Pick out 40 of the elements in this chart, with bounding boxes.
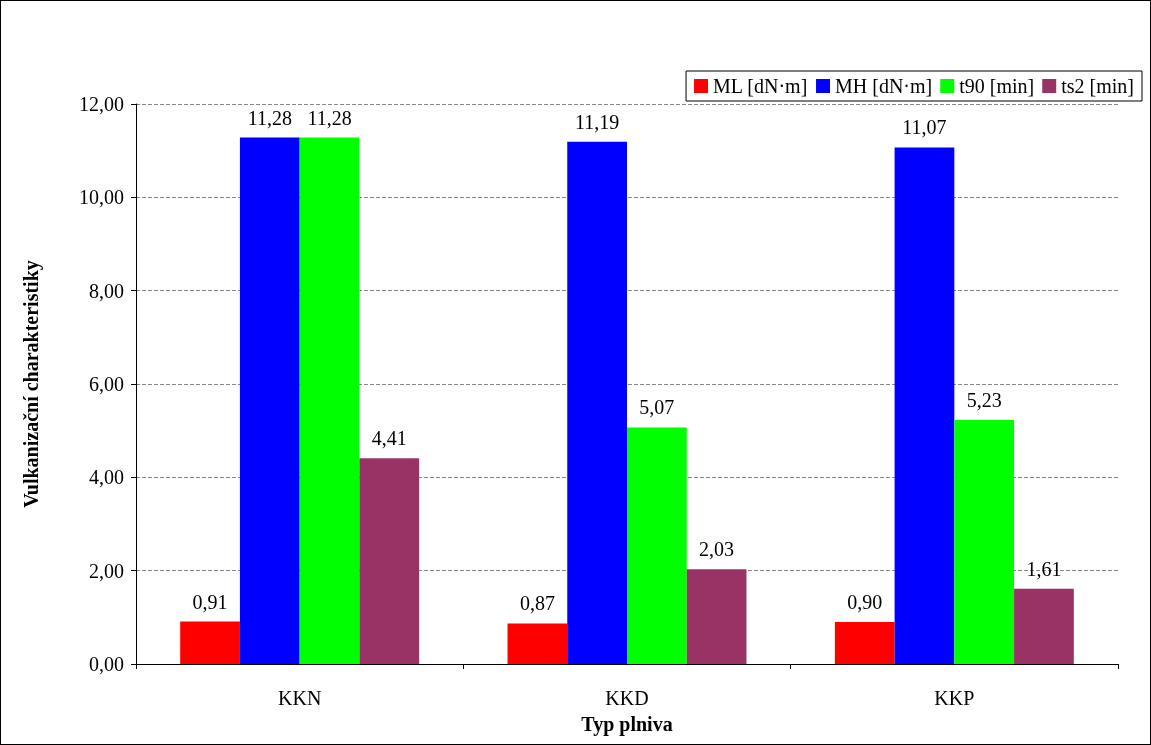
data-label: 1,61 [1026, 557, 1062, 580]
y-tick-label: 0,00 [89, 653, 124, 675]
bar [359, 458, 420, 664]
legend-label: t90 [min] [959, 75, 1035, 97]
bar [834, 622, 895, 664]
x-tick-label: KKD [605, 687, 649, 709]
bar [686, 569, 747, 664]
bar [567, 141, 627, 664]
legend-label: ML [dN·m] [713, 75, 808, 97]
data-label: 0,91 [192, 590, 228, 613]
data-label: 11,28 [247, 106, 292, 129]
x-tick-label: KKP [934, 687, 975, 709]
bar [299, 137, 360, 664]
data-label: 5,07 [639, 396, 675, 419]
data-label: 11,07 [902, 116, 947, 139]
y-tick-label: 8,00 [89, 279, 124, 302]
legend-label: ts2 [min] [1061, 75, 1135, 97]
x-tick-label: KKN [277, 687, 322, 709]
bar [507, 623, 568, 664]
data-label: 11,19 [575, 110, 620, 133]
data-label: 0,87 [519, 592, 555, 615]
y-axis-title: Vulkanizační charakteristiky [20, 260, 43, 508]
y-tick-label: 10,00 [79, 186, 124, 209]
data-label: 2,03 [699, 538, 735, 561]
bar [1014, 588, 1074, 664]
data-label: 11,28 [307, 106, 352, 129]
data-label: 4,41 [371, 427, 407, 450]
y-tick-label: 2,00 [89, 559, 124, 582]
bar [627, 427, 687, 664]
bar [180, 621, 240, 664]
y-tick-label: 4,00 [89, 466, 124, 489]
bar [894, 147, 955, 664]
x-axis-title: Typ plniva [581, 713, 673, 736]
data-label: 0,90 [847, 591, 883, 613]
bar [954, 419, 1015, 664]
legend-label: MH [dN·m] [835, 75, 933, 97]
y-tick-label: 12,00 [79, 93, 124, 115]
data-label: 5,23 [966, 388, 1002, 411]
y-tick-label: 6,00 [89, 373, 124, 395]
bar [239, 137, 300, 664]
